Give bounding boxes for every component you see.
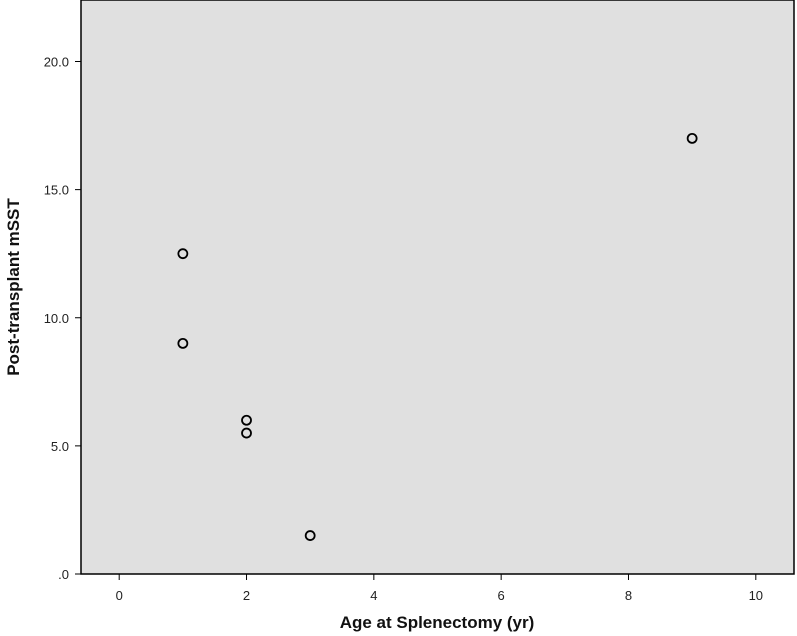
x-tick-label: 2	[243, 588, 250, 603]
x-tick-label: 8	[625, 588, 632, 603]
data-point	[177, 248, 189, 260]
y-tick-label: 10.0	[44, 311, 69, 326]
x-tick-label: 4	[370, 588, 377, 603]
y-tick-label: 15.0	[44, 183, 69, 198]
data-point	[304, 530, 316, 541]
y-axis-title: Post-transplant mSST	[4, 198, 23, 376]
x-tick-label: 6	[498, 588, 505, 603]
y-tick-label: 20.0	[44, 55, 69, 70]
plot-area	[80, 0, 795, 575]
y-tick-label: .0	[58, 567, 69, 582]
x-tick-label: 10	[749, 588, 763, 603]
data-point	[241, 427, 252, 439]
x-axis-title: Age at Splenectomy (yr)	[340, 613, 535, 632]
y-tick-label: 5.0	[51, 439, 69, 454]
data-point	[686, 132, 698, 144]
y-axis-ticks: .0 5.0 10.0 15.0 20.0	[44, 55, 81, 582]
data-points	[177, 132, 698, 541]
data-point	[241, 414, 252, 426]
x-tick-label: 0	[116, 588, 123, 603]
x-axis-ticks: 0 2 4 6 8 10	[116, 574, 763, 603]
data-point	[177, 337, 189, 349]
